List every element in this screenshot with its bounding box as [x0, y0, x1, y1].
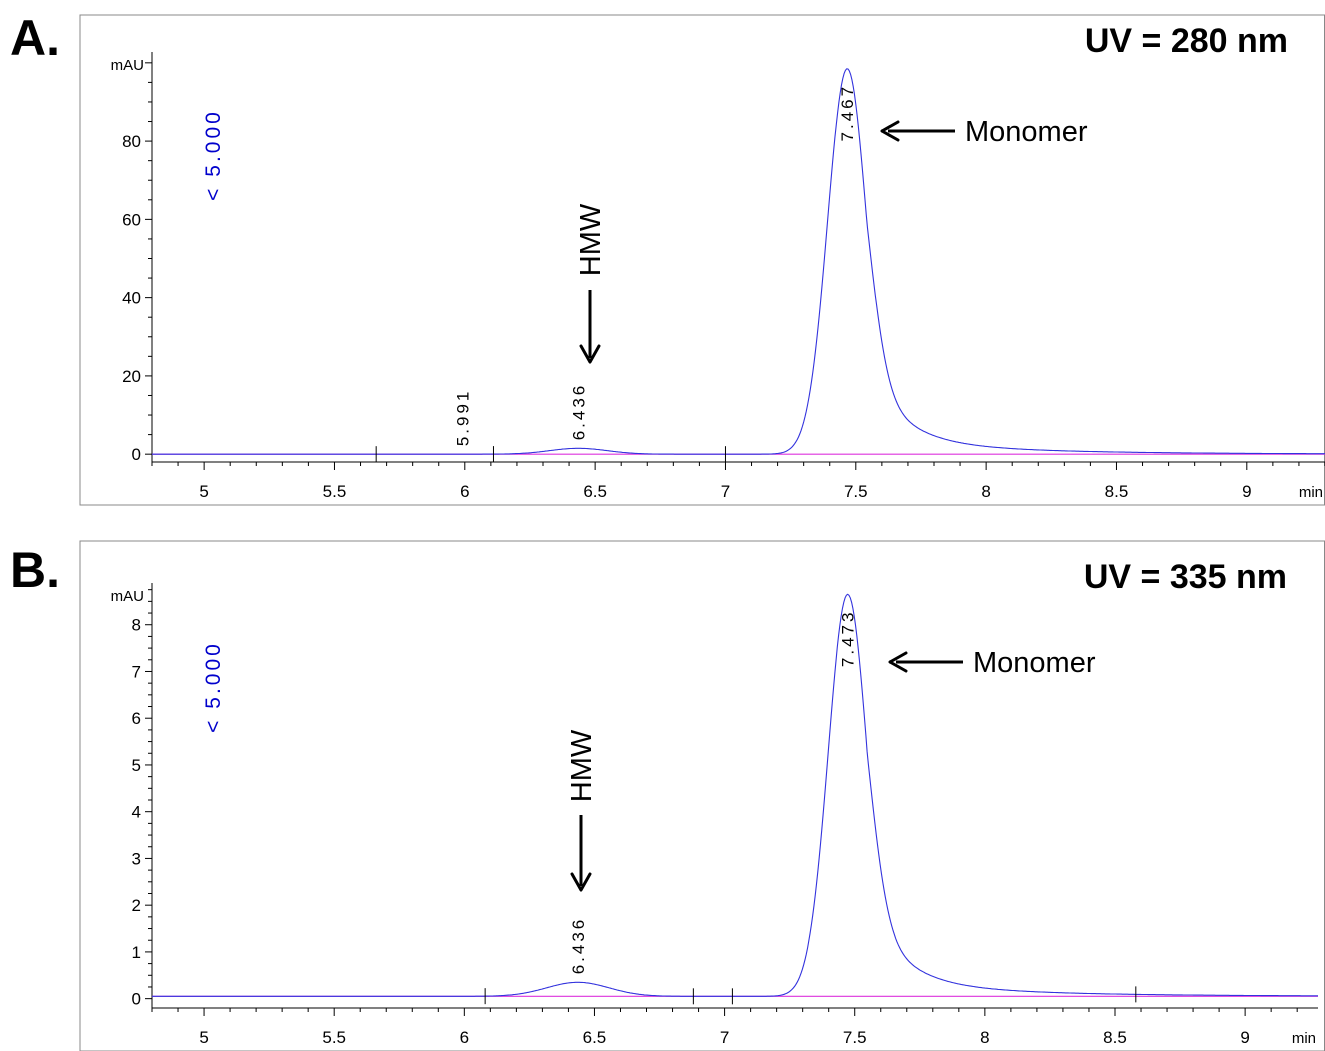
x-tick-label: 6 [460, 482, 469, 501]
x-axis-unit: min [1292, 1030, 1316, 1047]
plot-frame [79, 14, 1325, 506]
y-tick-label: 0 [132, 445, 141, 464]
x-tick-label: 9 [1242, 482, 1251, 501]
y-tick-label: 3 [132, 849, 141, 868]
hmw-label: HMW [566, 729, 598, 802]
x-tick-label: 5 [199, 1028, 208, 1047]
y-tick-label: 5 [132, 756, 141, 775]
y-tick-label: 80 [122, 132, 141, 151]
chart-panel-b: B. UV = 335 nm mAU 0 1 2 3 4 5 6 7 8 5 5.5 6 6.5 7 7.5 8 8.… [10, 540, 1325, 1051]
y-tick-label: 2 [132, 896, 141, 915]
peak-rt-label: 6.436 [569, 917, 588, 975]
x-tick-label: 8.5 [1105, 482, 1129, 501]
y-tick-label: 40 [122, 289, 141, 308]
chart-title: UV = 280 nm [1085, 22, 1288, 60]
x-tick-label: 8 [980, 1028, 989, 1047]
y-tick-label: 8 [132, 616, 141, 635]
x-tick-label: 8 [981, 482, 990, 501]
hmw-arrow-head [579, 344, 601, 364]
monomer-arrow-head [888, 651, 908, 673]
y-tick-label: 0 [132, 990, 141, 1009]
x-tick-label: 8.5 [1103, 1028, 1127, 1047]
peak-rt-label: 6.436 [569, 383, 588, 441]
x-tick-label: 7 [721, 482, 730, 501]
panel-label: B. [10, 542, 60, 598]
y-tick-label: 4 [132, 803, 141, 822]
y-axis-unit: mAU [111, 588, 144, 605]
signal-trace [152, 68, 1325, 455]
hmw-label: HMW [575, 203, 607, 276]
y-tick-label: 7 [132, 662, 141, 681]
x-tick-label: 7.5 [844, 482, 868, 501]
chart-title: UV = 335 nm [1084, 558, 1287, 596]
x-tick-label: 7 [720, 1028, 729, 1047]
y-tick-label: 6 [132, 709, 141, 728]
signal-trace [152, 593, 1318, 997]
x-tick-label: 7.5 [843, 1028, 867, 1047]
peak-rt-label: 7.467 [838, 84, 857, 142]
x-tick-label: 5.5 [322, 1028, 346, 1047]
peak-rt-label: 5.991 [453, 389, 472, 447]
x-tick-label: 6 [460, 1028, 469, 1047]
peak-rt-label: 7.473 [839, 610, 858, 668]
monomer-label: Monomer [973, 647, 1096, 679]
chart-panel-a: A. UV = 280 nm mAU 0 20 40 60 80 5 5.5 6 6.5 7 7.5 8 8.… [10, 10, 1325, 506]
x-tick-label: 5.5 [323, 482, 347, 501]
x-tick-label: 6.5 [583, 1028, 607, 1047]
plot-frame [79, 540, 1325, 1051]
x-tick-label: 5 [199, 482, 208, 501]
y-tick-label: 20 [122, 367, 141, 386]
x-axis-unit: min [1299, 484, 1323, 501]
monomer-label: Monomer [965, 116, 1088, 148]
scale-marker: < 5.000 [202, 109, 225, 201]
x-tick-label: 9 [1240, 1028, 1249, 1047]
scale-marker: < 5.000 [202, 641, 225, 733]
x-tick-label: 6.5 [583, 482, 607, 501]
monomer-arrow-head [880, 120, 900, 142]
y-tick-label: 60 [122, 210, 141, 229]
y-tick-label: 1 [132, 943, 141, 962]
y-axis-unit: mAU [111, 57, 144, 74]
hmw-arrow-head [570, 872, 592, 892]
panel-label: A. [10, 10, 60, 66]
